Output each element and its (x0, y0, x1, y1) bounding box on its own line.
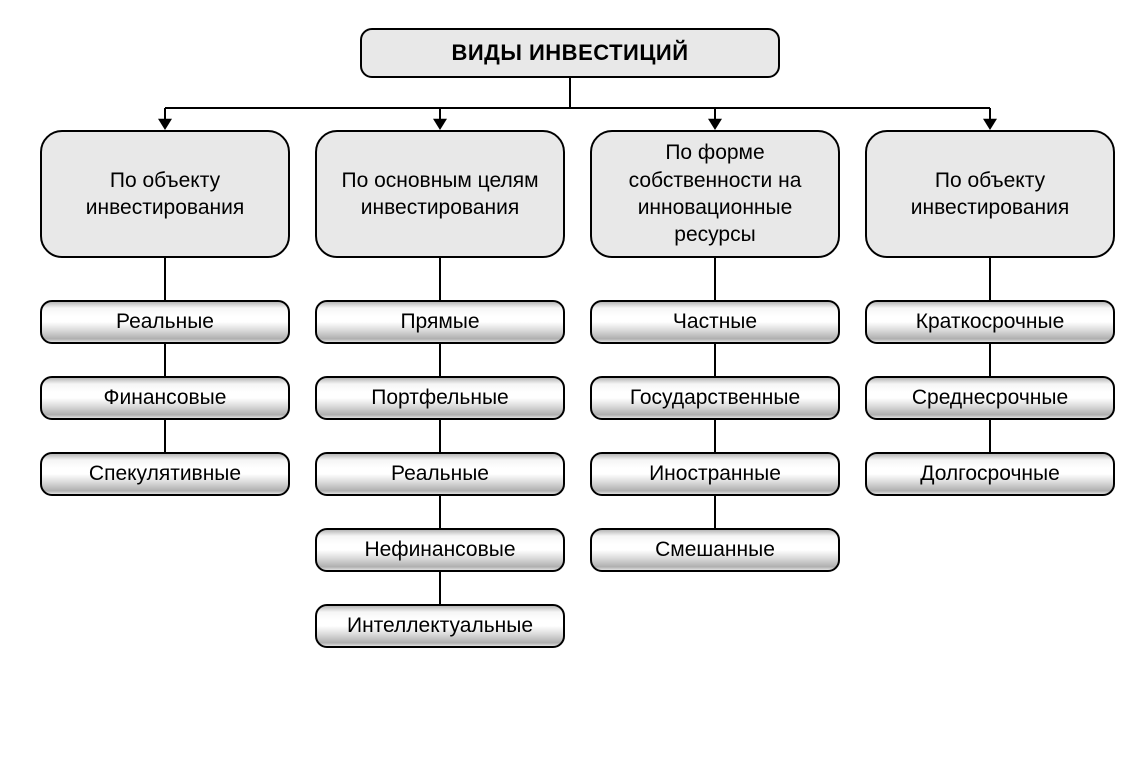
item-col4-1: Среднесрочные (865, 376, 1115, 420)
item-col2-3: Нефинансовые (315, 528, 565, 572)
category-col4: По объекту инвестирования (865, 130, 1115, 258)
item-col1-1: Финансовые (40, 376, 290, 420)
item-col4-0: Краткосрочные (865, 300, 1115, 344)
item-col4-2: Долгосрочные (865, 452, 1115, 496)
item-col3-1: Государственные (590, 376, 840, 420)
category-col1: По объекту инвестирования (40, 130, 290, 258)
item-col3-2: Иностранные (590, 452, 840, 496)
item-col2-1: Портфельные (315, 376, 565, 420)
item-col3-3: Смешанные (590, 528, 840, 572)
category-col2: По основным целям инвестирования (315, 130, 565, 258)
diagram-title: ВИДЫ ИНВЕСТИЦИЙ (360, 28, 780, 78)
item-col2-4: Интеллектуальные (315, 604, 565, 648)
category-col3: По форме собственности на инновационные … (590, 130, 840, 258)
item-col3-0: Частные (590, 300, 840, 344)
item-col2-2: Реальные (315, 452, 565, 496)
item-col2-0: Прямые (315, 300, 565, 344)
item-col1-0: Реальные (40, 300, 290, 344)
investment-types-diagram: ВИДЫ ИНВЕСТИЦИЙ По объекту инвестировани… (20, 20, 1125, 748)
item-col1-2: Спекулятивные (40, 452, 290, 496)
